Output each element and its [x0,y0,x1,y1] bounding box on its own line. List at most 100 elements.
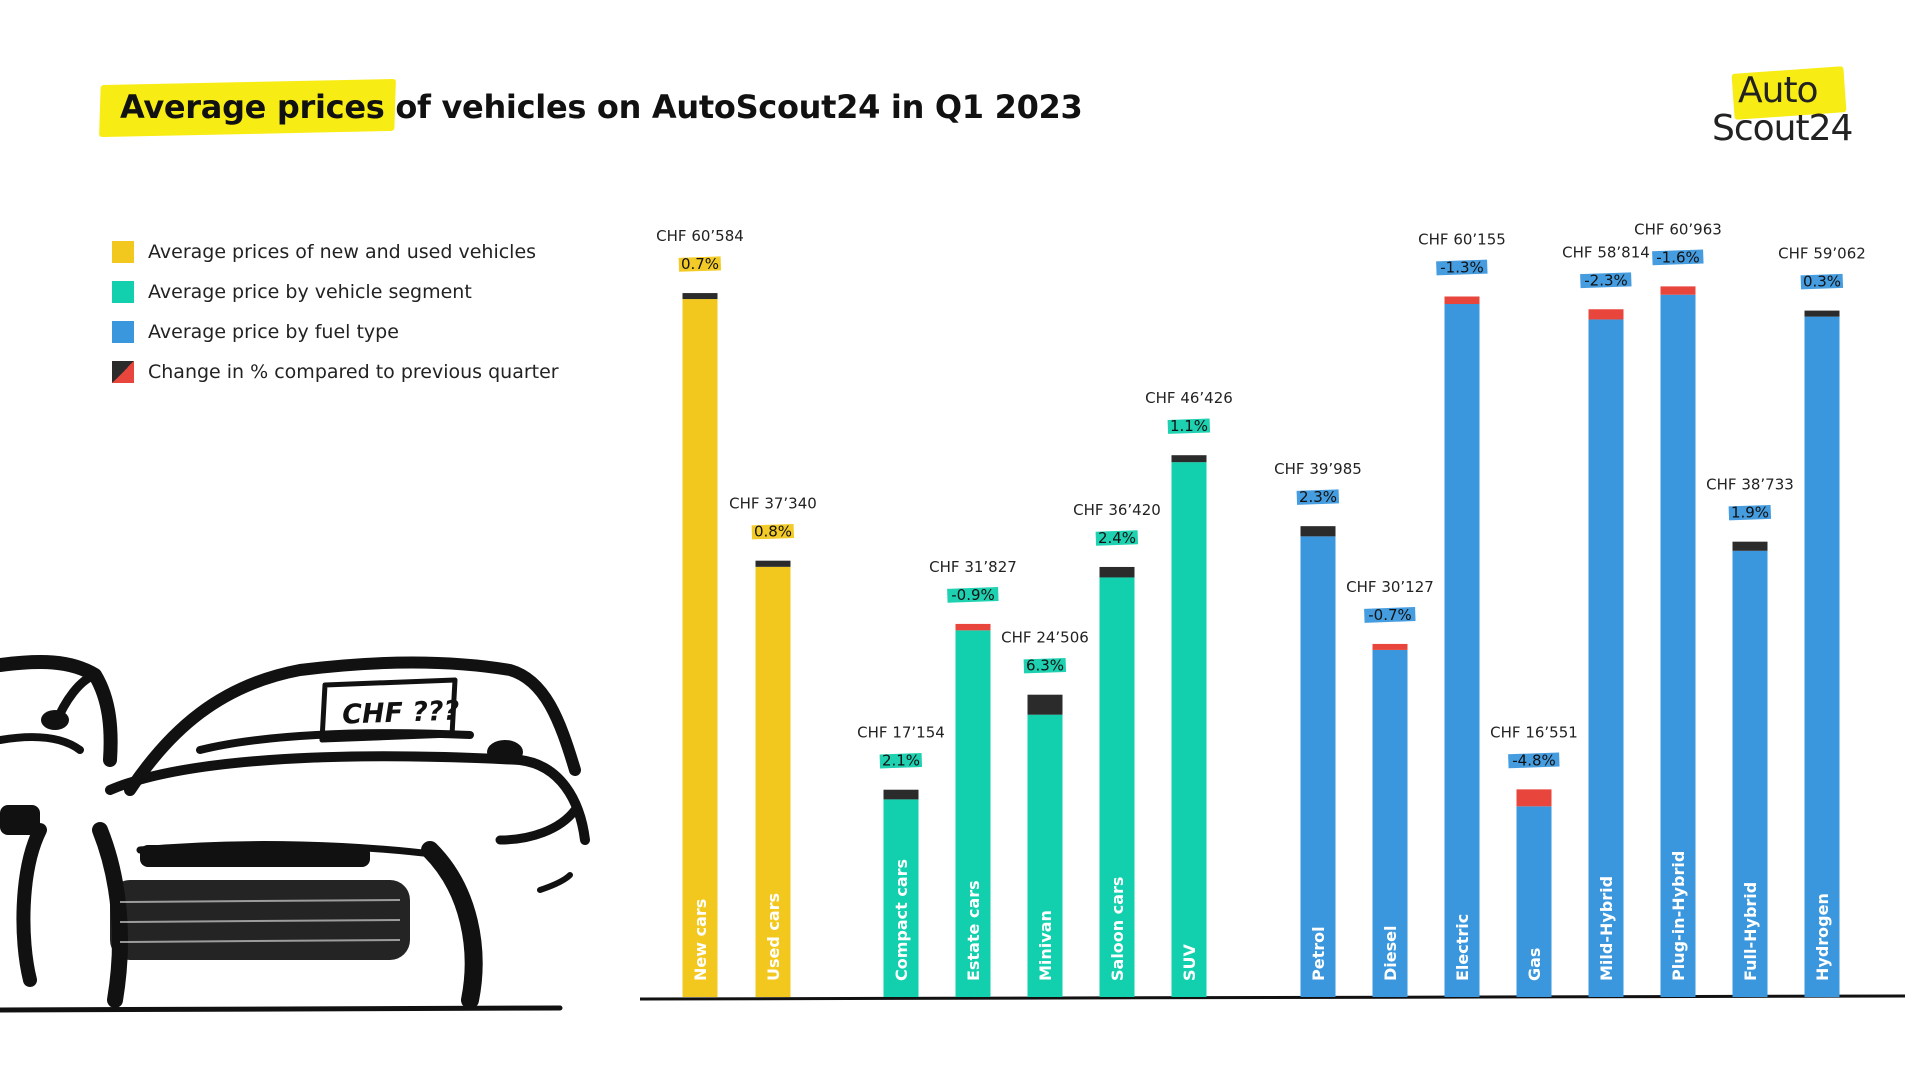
legend-swatch-change [112,361,134,383]
value-label-13: CHF 38’733 [1706,476,1794,494]
legend-label: Average price by fuel type [148,321,399,343]
bar-2 [883,799,919,997]
change-cap-3 [955,623,991,631]
change-label-bg-7 [1296,489,1340,505]
change-label-bg-1 [751,523,795,540]
value-label-6: CHF 46’426 [1145,389,1233,407]
value-label-9: CHF 60’155 [1418,231,1506,249]
legend-item-new-used: Average prices of new and used vehicles [112,232,559,272]
value-label-3: CHF 31’827 [929,558,1017,576]
legend-label: Change in % compared to previous quarter [148,361,559,383]
bar-0 [682,299,718,997]
change-label-bg-4 [1023,657,1067,674]
price-sign-text: CHF ??? [342,696,460,731]
change-label-5: 2.4% [1098,529,1136,547]
bar-9 [1444,304,1480,997]
change-label-12: -1.6% [1656,248,1700,266]
value-label-10: CHF 16’551 [1490,723,1578,741]
category-label-10: Gas [1525,948,1544,981]
change-cap-13 [1732,541,1768,551]
category-label-3: Estate cars [964,880,983,981]
change-label-bg-8 [1364,607,1416,623]
change-cap-4 [1027,694,1063,715]
value-label-11: CHF 58’814 [1562,243,1650,261]
change-cap-12 [1660,286,1696,295]
change-label-bg-14 [1800,273,1844,290]
legend-item-fuel: Average price by fuel type [112,312,559,352]
logo-line-2: Scout24 [1712,108,1853,149]
change-label-bg-3 [947,587,999,603]
change-label-bg-11 [1580,272,1632,289]
category-label-7: Petrol [1309,926,1328,981]
category-label-5: Saloon cars [1108,877,1127,981]
legend-label: Average price by vehicle segment [148,281,472,303]
value-label-7: CHF 39’985 [1274,460,1362,478]
legend-label: Average prices of new and used vehicles [148,241,537,263]
legend-item-segment: Average price by vehicle segment [112,272,559,312]
change-label-8: -0.7% [1368,606,1412,624]
change-label-9: -1.3% [1440,259,1484,277]
value-label-4: CHF 24’506 [1001,629,1089,647]
change-label-bg-2 [879,752,923,769]
change-cap-7 [1300,526,1336,537]
change-label-bg-12 [1652,249,1704,266]
autoscout24-logo: Auto Scout24 [1712,66,1862,160]
legend: Average prices of new and used vehicles … [112,232,559,392]
change-label-bg-5 [1095,530,1139,546]
change-cap-9 [1444,296,1480,305]
change-label-bg-6 [1167,418,1211,434]
bar-1 [755,566,791,997]
bar-10 [1516,806,1552,997]
car-illustration: CHF ??? [0,655,590,1013]
change-label-14: 0.3% [1803,273,1841,291]
change-label-7: 2.3% [1299,488,1337,506]
category-label-14: Hydrogen [1813,893,1832,981]
change-label-4: 6.3% [1026,657,1064,675]
logo-line-1: Auto [1738,70,1819,111]
change-label-10: -4.8% [1512,751,1556,769]
bar-13 [1732,550,1768,997]
bar-8 [1372,649,1408,997]
change-label-13: 1.9% [1731,504,1769,522]
change-label-bg-9 [1436,259,1488,276]
change-cap-14 [1804,310,1840,317]
bar-12 [1660,294,1696,997]
category-label-1: Used cars [764,893,783,981]
bar-11 [1588,319,1624,997]
category-label-13: Full-Hybrid [1741,882,1760,981]
x-axis-baseline [639,994,1906,1001]
value-label-5: CHF 36’420 [1073,501,1161,519]
value-label-1: CHF 37’340 [729,495,817,513]
change-cap-0 [682,293,718,300]
chart-title: Average prices of vehicles on AutoScout2… [120,88,1083,126]
bars-layer: 0.7% CHF 60’584 New cars 0.8% CHF 37’340 Used… [656,220,1866,997]
change-label-3: -0.9% [951,586,995,604]
value-label-14: CHF 59’062 [1778,245,1866,263]
legend-swatch-yellow [112,241,134,263]
bar-14 [1804,316,1840,997]
legend-swatch-teal [112,281,134,303]
change-label-0: 0.7% [681,255,719,273]
category-label-2: Compact cars [892,859,911,981]
category-label-11: Mild-Hybrid [1597,876,1616,981]
change-label-6: 1.1% [1170,417,1208,435]
change-label-2: 2.1% [882,752,920,770]
legend-item-change: Change in % compared to previous quarter [112,352,559,392]
legend-swatch-blue [112,321,134,343]
bar-7 [1300,536,1336,997]
change-label-bg-10 [1508,752,1560,769]
bar-6 [1171,462,1207,997]
change-cap-2 [883,789,919,800]
category-label-12: Plug-in-Hybrid [1669,851,1688,981]
title-rest: of vehicles on AutoScout24 in Q1 2023 [384,88,1083,126]
category-label-4: Minivan [1036,910,1055,981]
value-label-0: CHF 60’584 [656,227,744,245]
change-cap-11 [1588,309,1624,320]
change-label-bg-13 [1728,504,1772,521]
change-cap-6 [1171,455,1207,463]
value-label-2: CHF 17’154 [857,724,945,742]
change-cap-5 [1099,566,1135,578]
category-label-8: Diesel [1381,926,1400,981]
category-label-6: SUV [1180,943,1199,981]
